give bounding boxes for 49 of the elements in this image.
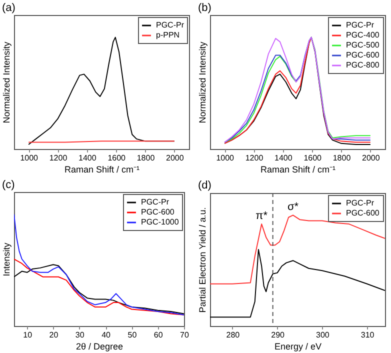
legend-label: PGC-Pr bbox=[141, 198, 170, 206]
x-tick-label: 1000 bbox=[20, 154, 39, 162]
x-axis-title: Raman Shift / cm⁻¹ bbox=[260, 164, 336, 174]
x-tick-label: 40 bbox=[102, 330, 112, 340]
x-tick-label: 20 bbox=[49, 330, 59, 340]
legend-label: PGC-400 bbox=[346, 30, 380, 40]
x-tick-label: 1600 bbox=[108, 154, 126, 162]
chart-title: (a) bbox=[2, 2, 16, 14]
chart-title: (c) bbox=[2, 179, 15, 191]
x-tick-label: 50 bbox=[128, 330, 138, 340]
legend-label: PGC-Pr bbox=[156, 20, 184, 30]
legend-label: PGC-600 bbox=[346, 50, 380, 60]
annotation: σ* bbox=[287, 201, 300, 214]
annotation: π* bbox=[256, 210, 268, 222]
legend-label: PGC-600 bbox=[346, 208, 380, 218]
y-axis-title: Intensity bbox=[2, 242, 12, 276]
y-axis-title: Partial Electron Yield / a.u. bbox=[198, 207, 208, 313]
x-tick-label: 1800 bbox=[136, 154, 156, 162]
chart-title: (b) bbox=[198, 2, 212, 14]
x-tick-label: 30 bbox=[75, 330, 85, 340]
x-tick-label: 1200 bbox=[245, 154, 264, 162]
y-axis-title: Normalized Intensity bbox=[198, 41, 208, 124]
x-tick-label: 1000 bbox=[216, 154, 235, 162]
x-tick-label: 1600 bbox=[304, 154, 322, 162]
x-tick-label: 1200 bbox=[49, 154, 68, 162]
x-tick-label: 1400 bbox=[274, 154, 293, 162]
legend-label: p-PPN bbox=[156, 30, 180, 40]
x-tick-label: 1800 bbox=[332, 154, 352, 162]
legend-label: PGC-Pr bbox=[346, 198, 374, 208]
legend-label: PGC-Pr bbox=[346, 20, 374, 30]
x-tick-label: 2000 bbox=[166, 154, 184, 162]
legend-label: PGC-800 bbox=[346, 60, 380, 70]
x-axis-title: Raman Shift / cm⁻¹ bbox=[64, 164, 140, 174]
y-axis-title: Normalized Intensity bbox=[2, 41, 12, 124]
x-tick-label: 280 bbox=[226, 330, 240, 340]
x-tick-label: 1400 bbox=[78, 154, 97, 162]
x-tick-label: 290 bbox=[271, 330, 286, 340]
x-tick-label: 70 bbox=[180, 330, 190, 340]
x-tick-label: 60 bbox=[154, 330, 164, 340]
legend-label: PGC-500 bbox=[346, 40, 380, 50]
x-tick-label: 10 bbox=[23, 330, 33, 340]
chart-title: (d) bbox=[198, 180, 212, 192]
x-axis-title: Energy / eV bbox=[274, 342, 322, 352]
x-axis-title: 2θ / Degree bbox=[76, 342, 124, 352]
x-tick-label: 300 bbox=[316, 330, 330, 340]
x-tick-label: 2000 bbox=[362, 154, 380, 162]
x-tick-label: 310 bbox=[360, 330, 375, 340]
legend-label: PGC-1000 bbox=[141, 218, 180, 226]
legend-label: PGC-600 bbox=[141, 208, 175, 216]
